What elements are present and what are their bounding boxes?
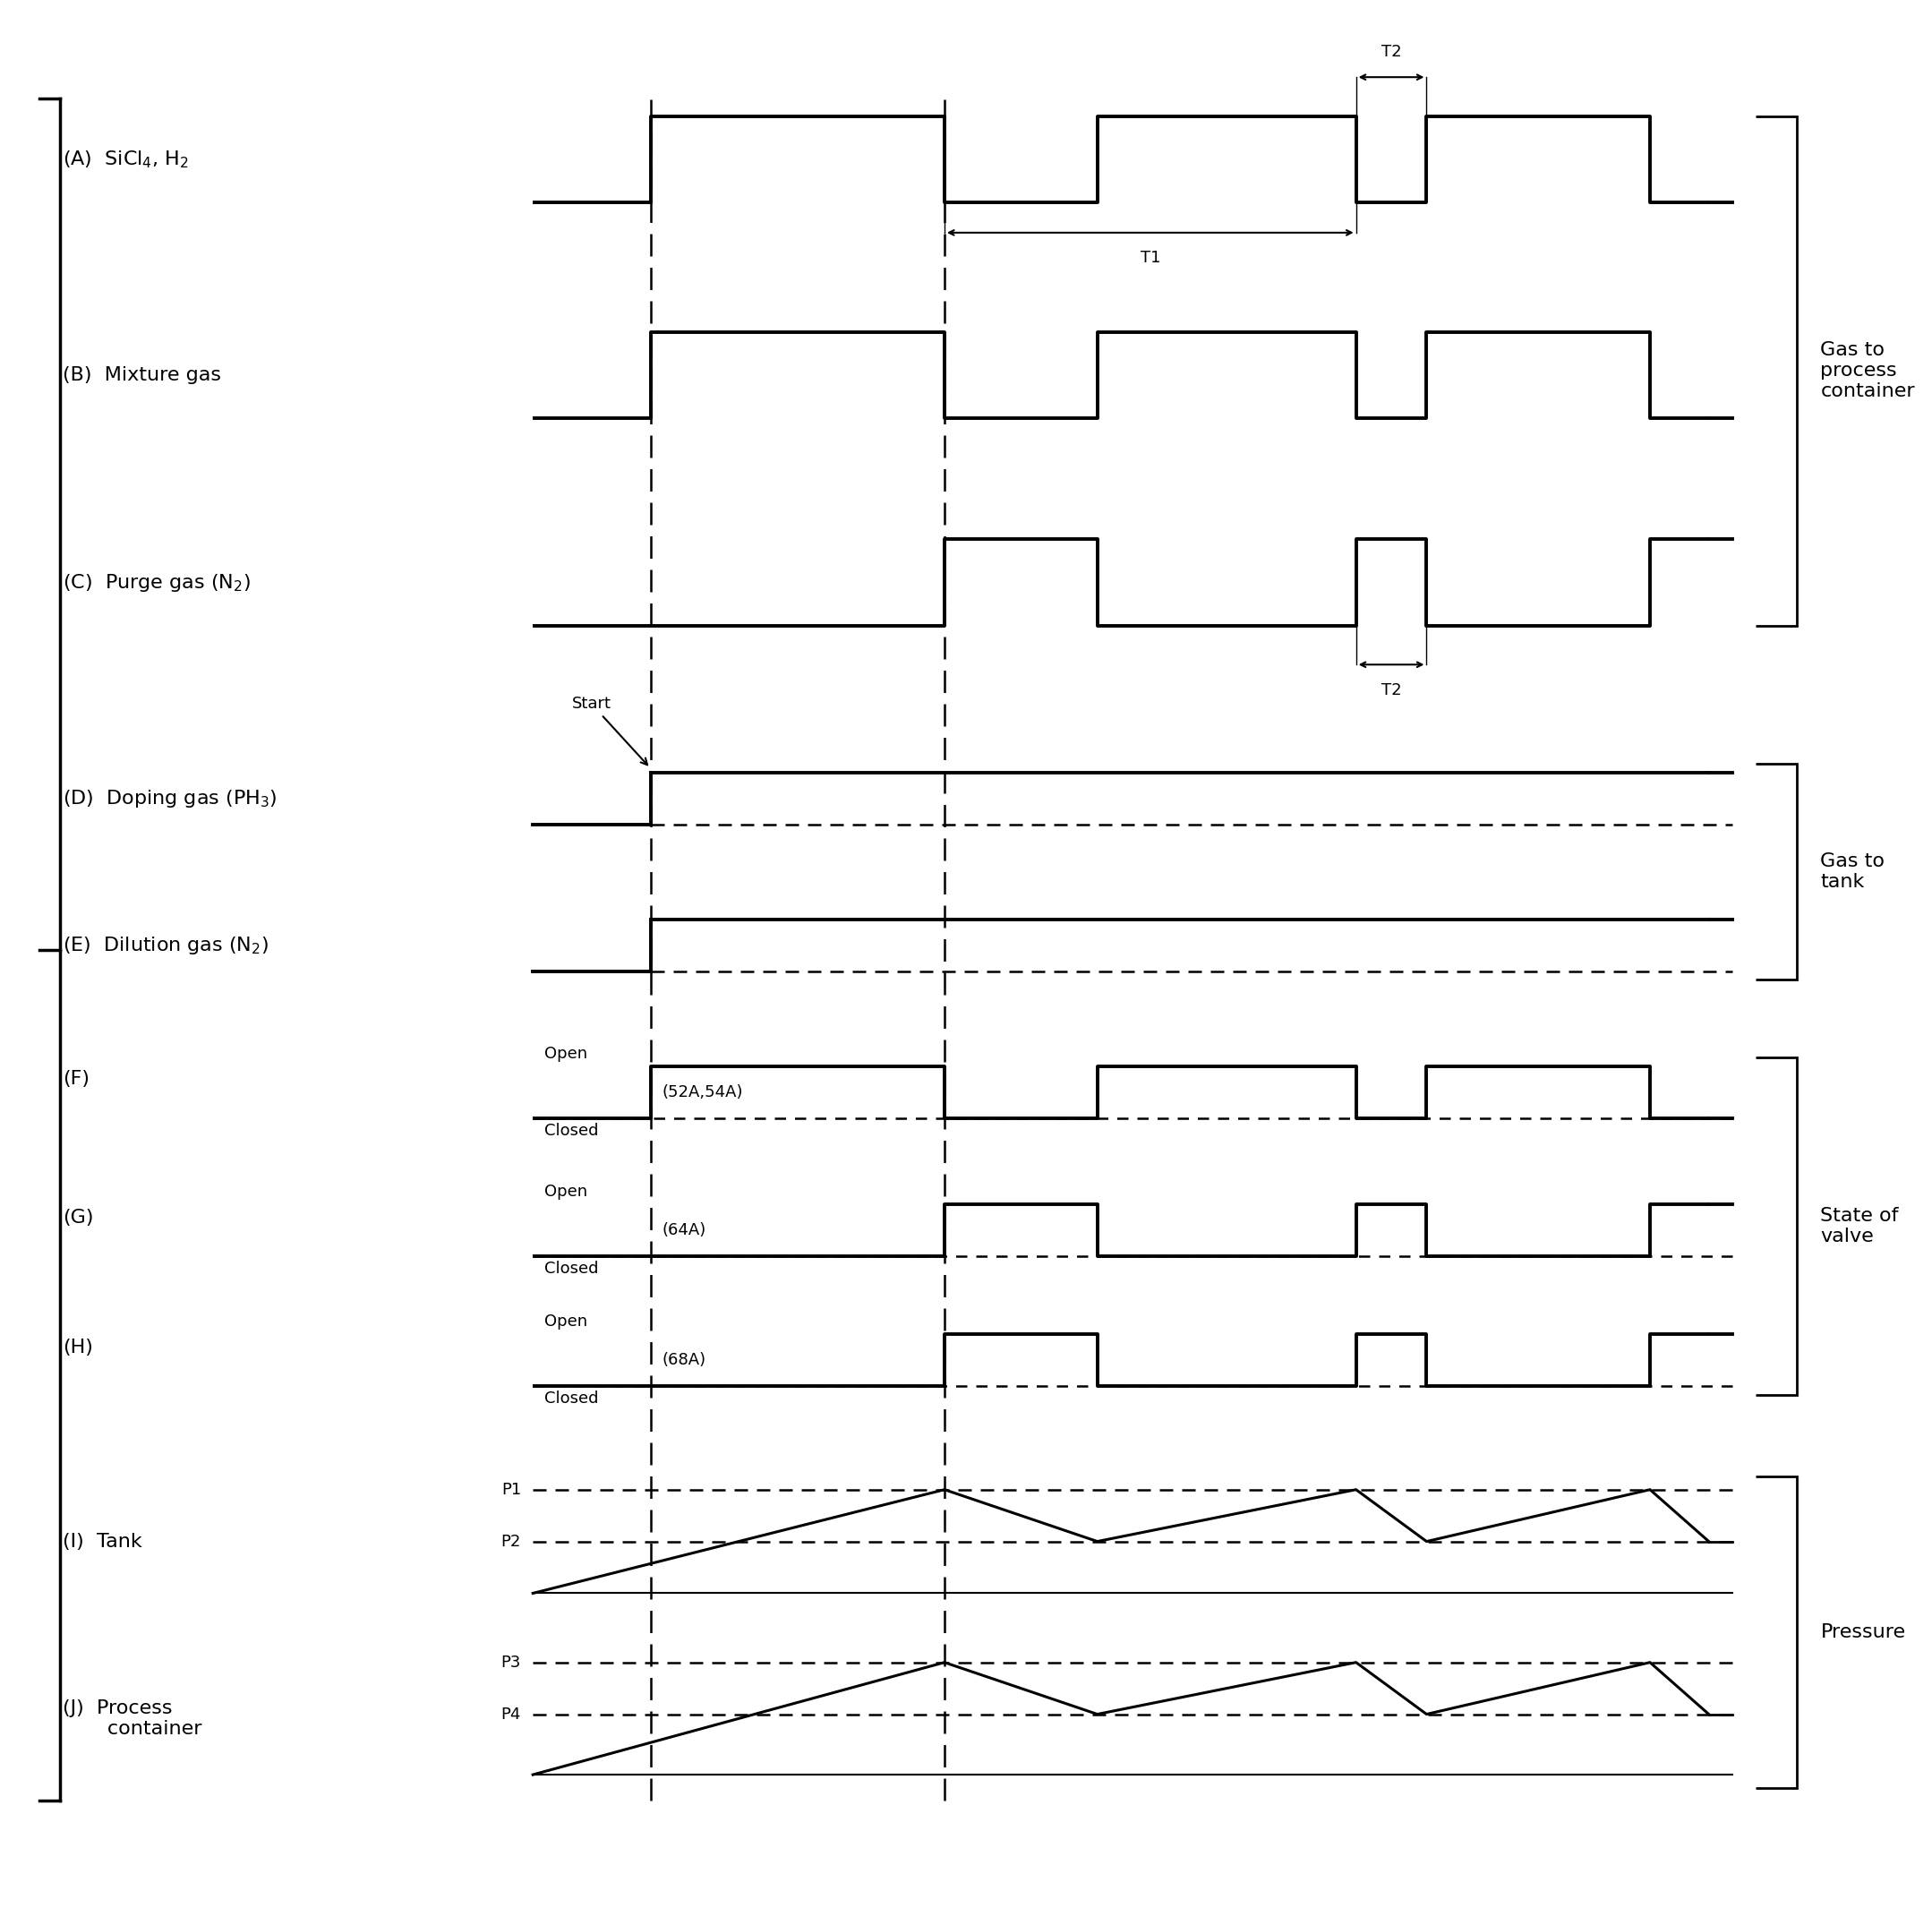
Text: (E)  Dilution gas (N$_2$): (E) Dilution gas (N$_2$) bbox=[62, 935, 269, 956]
Text: (A)  SiCl$_4$, H$_2$: (A) SiCl$_4$, H$_2$ bbox=[62, 149, 189, 170]
Text: (D)  Doping gas (PH$_3$): (D) Doping gas (PH$_3$) bbox=[62, 788, 276, 809]
Text: (B)  Mixture gas: (B) Mixture gas bbox=[62, 366, 220, 384]
Text: (H): (H) bbox=[62, 1338, 93, 1357]
Text: Open: Open bbox=[545, 1185, 587, 1200]
Text: State of
valve: State of valve bbox=[1820, 1206, 1899, 1246]
Text: P3: P3 bbox=[500, 1654, 522, 1670]
Text: P4: P4 bbox=[500, 1706, 522, 1723]
Text: (52A,54A): (52A,54A) bbox=[663, 1084, 744, 1101]
Text: (C)  Purge gas (N$_2$): (C) Purge gas (N$_2$) bbox=[62, 572, 251, 593]
Text: (I)  Tank: (I) Tank bbox=[62, 1532, 141, 1551]
Text: Open: Open bbox=[545, 1315, 587, 1330]
Text: (68A): (68A) bbox=[663, 1353, 707, 1368]
Text: T2: T2 bbox=[1381, 44, 1401, 59]
Text: P2: P2 bbox=[500, 1534, 522, 1549]
Text: Gas to
process
container: Gas to process container bbox=[1820, 342, 1915, 401]
Text: (J)  Process
       container: (J) Process container bbox=[62, 1700, 201, 1738]
Text: P1: P1 bbox=[500, 1481, 522, 1498]
Text: (F): (F) bbox=[62, 1070, 89, 1088]
Text: T1: T1 bbox=[1140, 250, 1161, 265]
Text: Closed: Closed bbox=[545, 1261, 599, 1276]
Text: Closed: Closed bbox=[545, 1122, 599, 1139]
Text: (G): (G) bbox=[62, 1208, 93, 1227]
Text: Gas to
tank: Gas to tank bbox=[1820, 853, 1886, 891]
Text: Start: Start bbox=[572, 696, 647, 765]
Text: Pressure: Pressure bbox=[1820, 1624, 1905, 1641]
Text: T2: T2 bbox=[1381, 681, 1401, 698]
Text: Closed: Closed bbox=[545, 1391, 599, 1406]
Text: (64A): (64A) bbox=[663, 1223, 707, 1238]
Text: Open: Open bbox=[545, 1046, 587, 1063]
